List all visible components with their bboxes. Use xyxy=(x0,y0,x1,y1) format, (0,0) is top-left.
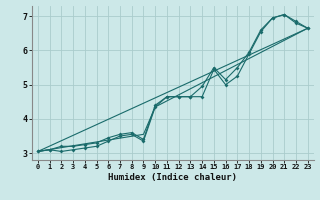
X-axis label: Humidex (Indice chaleur): Humidex (Indice chaleur) xyxy=(108,173,237,182)
